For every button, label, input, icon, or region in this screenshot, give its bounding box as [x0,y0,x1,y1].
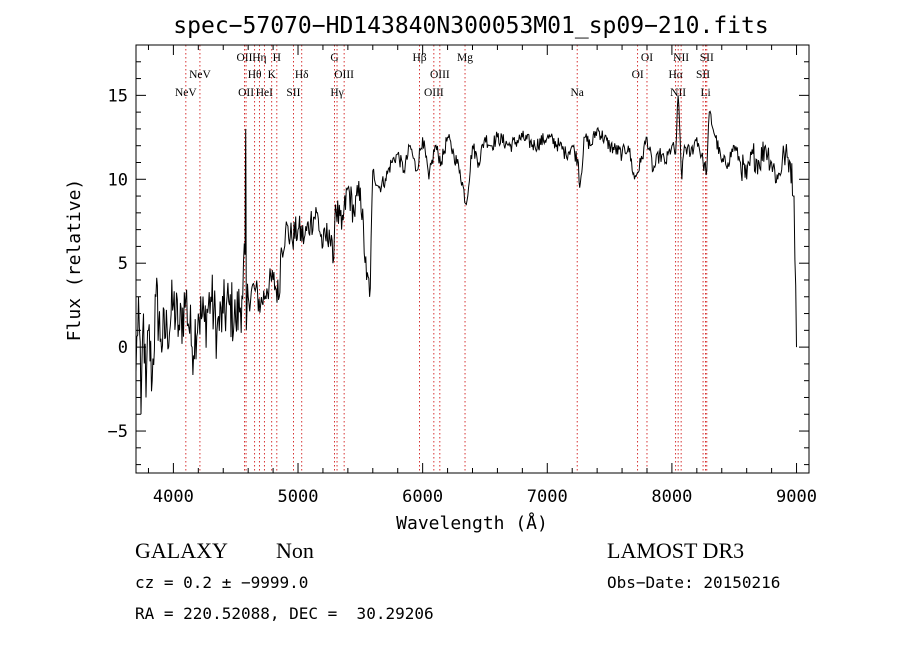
x-tick-label: 8000 [651,487,692,507]
object-subclass: Non [276,538,314,563]
x-tick-label: 5000 [278,487,319,507]
x-tick-label: 7000 [527,487,568,507]
y-tick-label: 15 [108,86,128,106]
spectral-line-label: NeV [175,87,197,99]
spectral-line-label: NII [673,52,689,64]
spectral-line-label: Hθ [248,69,262,81]
observation-date: Obs−Date: 20150216 [607,573,781,592]
spectral-line-label: HeI [256,87,273,99]
spectral-line-label: OII [236,52,252,64]
y-tick-label: 5 [118,254,128,274]
spectral-line-label: Li [700,87,710,99]
spectral-line-label: G [330,52,338,64]
flux-series-line [135,95,797,415]
redshift-readout: cz = 0.2 ± −9999.0 [135,573,309,592]
survey-release: LAMOST DR3 [607,538,745,563]
spectral-lines: NeV NeV OII OII Hθ Hη HeI KH SII Hδ G Hγ OIII Hβ OIII O… [175,45,714,473]
y-axis-label: Flux (relative) [64,179,85,342]
plot-frame [135,44,810,474]
object-class: GALAXY [135,538,228,563]
spectrum-series [135,95,797,415]
spectral-line-label: Hα [668,69,682,81]
spectral-line-label: SII [696,69,710,81]
y-tick-label: 10 [108,170,128,190]
y-tick-label: −5 [108,422,128,442]
x-axis-label: Wavelength (Å) [396,512,548,534]
spectral-line-label: OI [632,69,644,81]
coordinates-readout: RA = 220.52088, DEC = 30.29206 [135,604,434,623]
spectral-line-label: H [273,52,281,64]
x-tick-label: 9000 [776,487,817,507]
spectral-line-label: Hδ [295,69,309,81]
spectral-line-label: K [268,69,277,81]
chart-title: spec−57070−HD143840N300053M01_sp09−210.f… [173,13,768,39]
spectral-line-label: SII [700,52,714,64]
spectral-line-label: Na [570,87,583,99]
spectral-line-label: OIII [334,69,354,81]
spectral-line-label: Hβ [412,52,426,64]
x-tick-label: 6000 [402,487,443,507]
spectral-line-label: Mg [457,52,473,64]
x-axis: 4000 5000 6000 7000 8000 9000 [147,45,817,507]
spectral-line-label: SII [286,87,300,99]
spectral-line-label: OI [641,52,653,64]
y-tick-label: 0 [118,338,128,358]
y-axis: −5 0 5 10 15 [108,44,809,466]
x-tick-label: 4000 [153,487,194,507]
spectral-line-label: OIII [430,69,450,81]
spectral-line-label: NeV [189,69,211,81]
spectral-line-label: Hγ [330,87,343,99]
spectral-line-label: NII [670,87,686,99]
spectral-line-label: OIII [424,87,444,99]
spectral-line-label: Hη [252,52,266,64]
spectral-line-label: OII [238,87,254,99]
